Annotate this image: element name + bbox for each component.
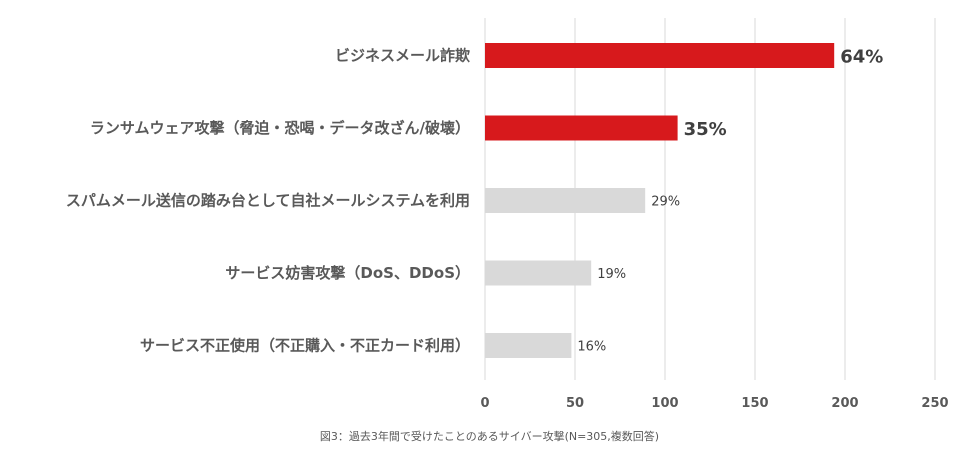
bar xyxy=(485,115,678,141)
grid-lines xyxy=(484,18,936,380)
category-label: ビジネスメール詐欺 xyxy=(335,47,470,65)
data-label: 35% xyxy=(684,119,727,140)
figure-caption: 図3：過去3年間で受けたことのあるサイバー攻撃(N=305,複数回答) xyxy=(319,430,660,443)
category-label: サービス不正使用（不正購入・不正カード利用） xyxy=(140,337,470,355)
bars xyxy=(485,43,835,358)
x-tick-label: 150 xyxy=(741,396,768,411)
data-label: 64% xyxy=(840,47,883,68)
data-label: 29% xyxy=(651,195,680,210)
x-tick-label: 0 xyxy=(480,396,489,411)
bar xyxy=(485,260,592,286)
value-labels: 64% 35% 29% 19% 16% xyxy=(577,47,883,355)
bar xyxy=(485,43,835,68)
bar xyxy=(485,333,572,358)
data-label: 19% xyxy=(597,267,626,282)
x-tick-label: 50 xyxy=(566,396,584,411)
category-label: サービス妨害攻撃（DoS、DDoS） xyxy=(225,264,470,282)
bar xyxy=(485,188,646,213)
x-tick-label: 100 xyxy=(651,396,678,411)
category-label: ランサムウェア攻撃（脅迫・恐喝・データ改ざん/破壊） xyxy=(90,119,470,137)
x-axis-tick-labels: 0 50 100 150 200 250 xyxy=(480,396,948,411)
x-tick-label: 250 xyxy=(921,396,948,411)
data-label: 16% xyxy=(577,340,606,355)
x-tick-label: 200 xyxy=(831,396,858,411)
category-label: スパムメール送信の踏み台として自社メールシステムを利用 xyxy=(66,192,470,210)
